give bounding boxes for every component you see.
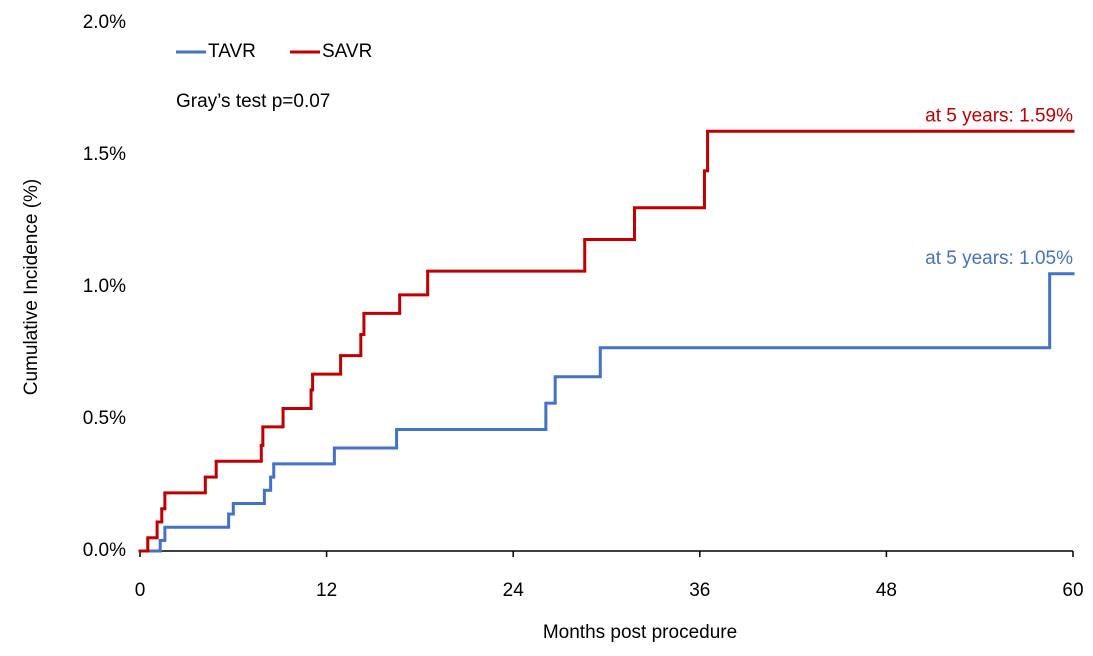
- y-tick-label: 0.0%: [83, 540, 126, 561]
- x-tick-label: 0: [135, 580, 146, 601]
- y-tick-label: 0.5%: [83, 408, 126, 429]
- legend-label: SAVR: [322, 41, 372, 62]
- annotation: Gray’s test p=0.07: [176, 91, 330, 112]
- y-axis-label: Cumulative Incidence (%): [21, 179, 42, 395]
- x-tick-label: 36: [689, 580, 710, 601]
- end-label: at 5 years: 1.59%: [925, 105, 1073, 126]
- x-tick-label: 48: [876, 580, 897, 601]
- y-tick-label: 1.0%: [83, 276, 126, 297]
- x-axis-label: Months post procedure: [543, 622, 737, 643]
- end-label: at 5 years: 1.05%: [925, 248, 1073, 269]
- x-tick-label: 12: [316, 580, 337, 601]
- x-tick-label: 24: [503, 580, 525, 601]
- y-tick-label: 1.5%: [83, 144, 126, 165]
- x-tick-label: 60: [1062, 580, 1083, 601]
- legend-label: TAVR: [208, 41, 256, 62]
- y-tick-label: 2.0%: [83, 12, 126, 33]
